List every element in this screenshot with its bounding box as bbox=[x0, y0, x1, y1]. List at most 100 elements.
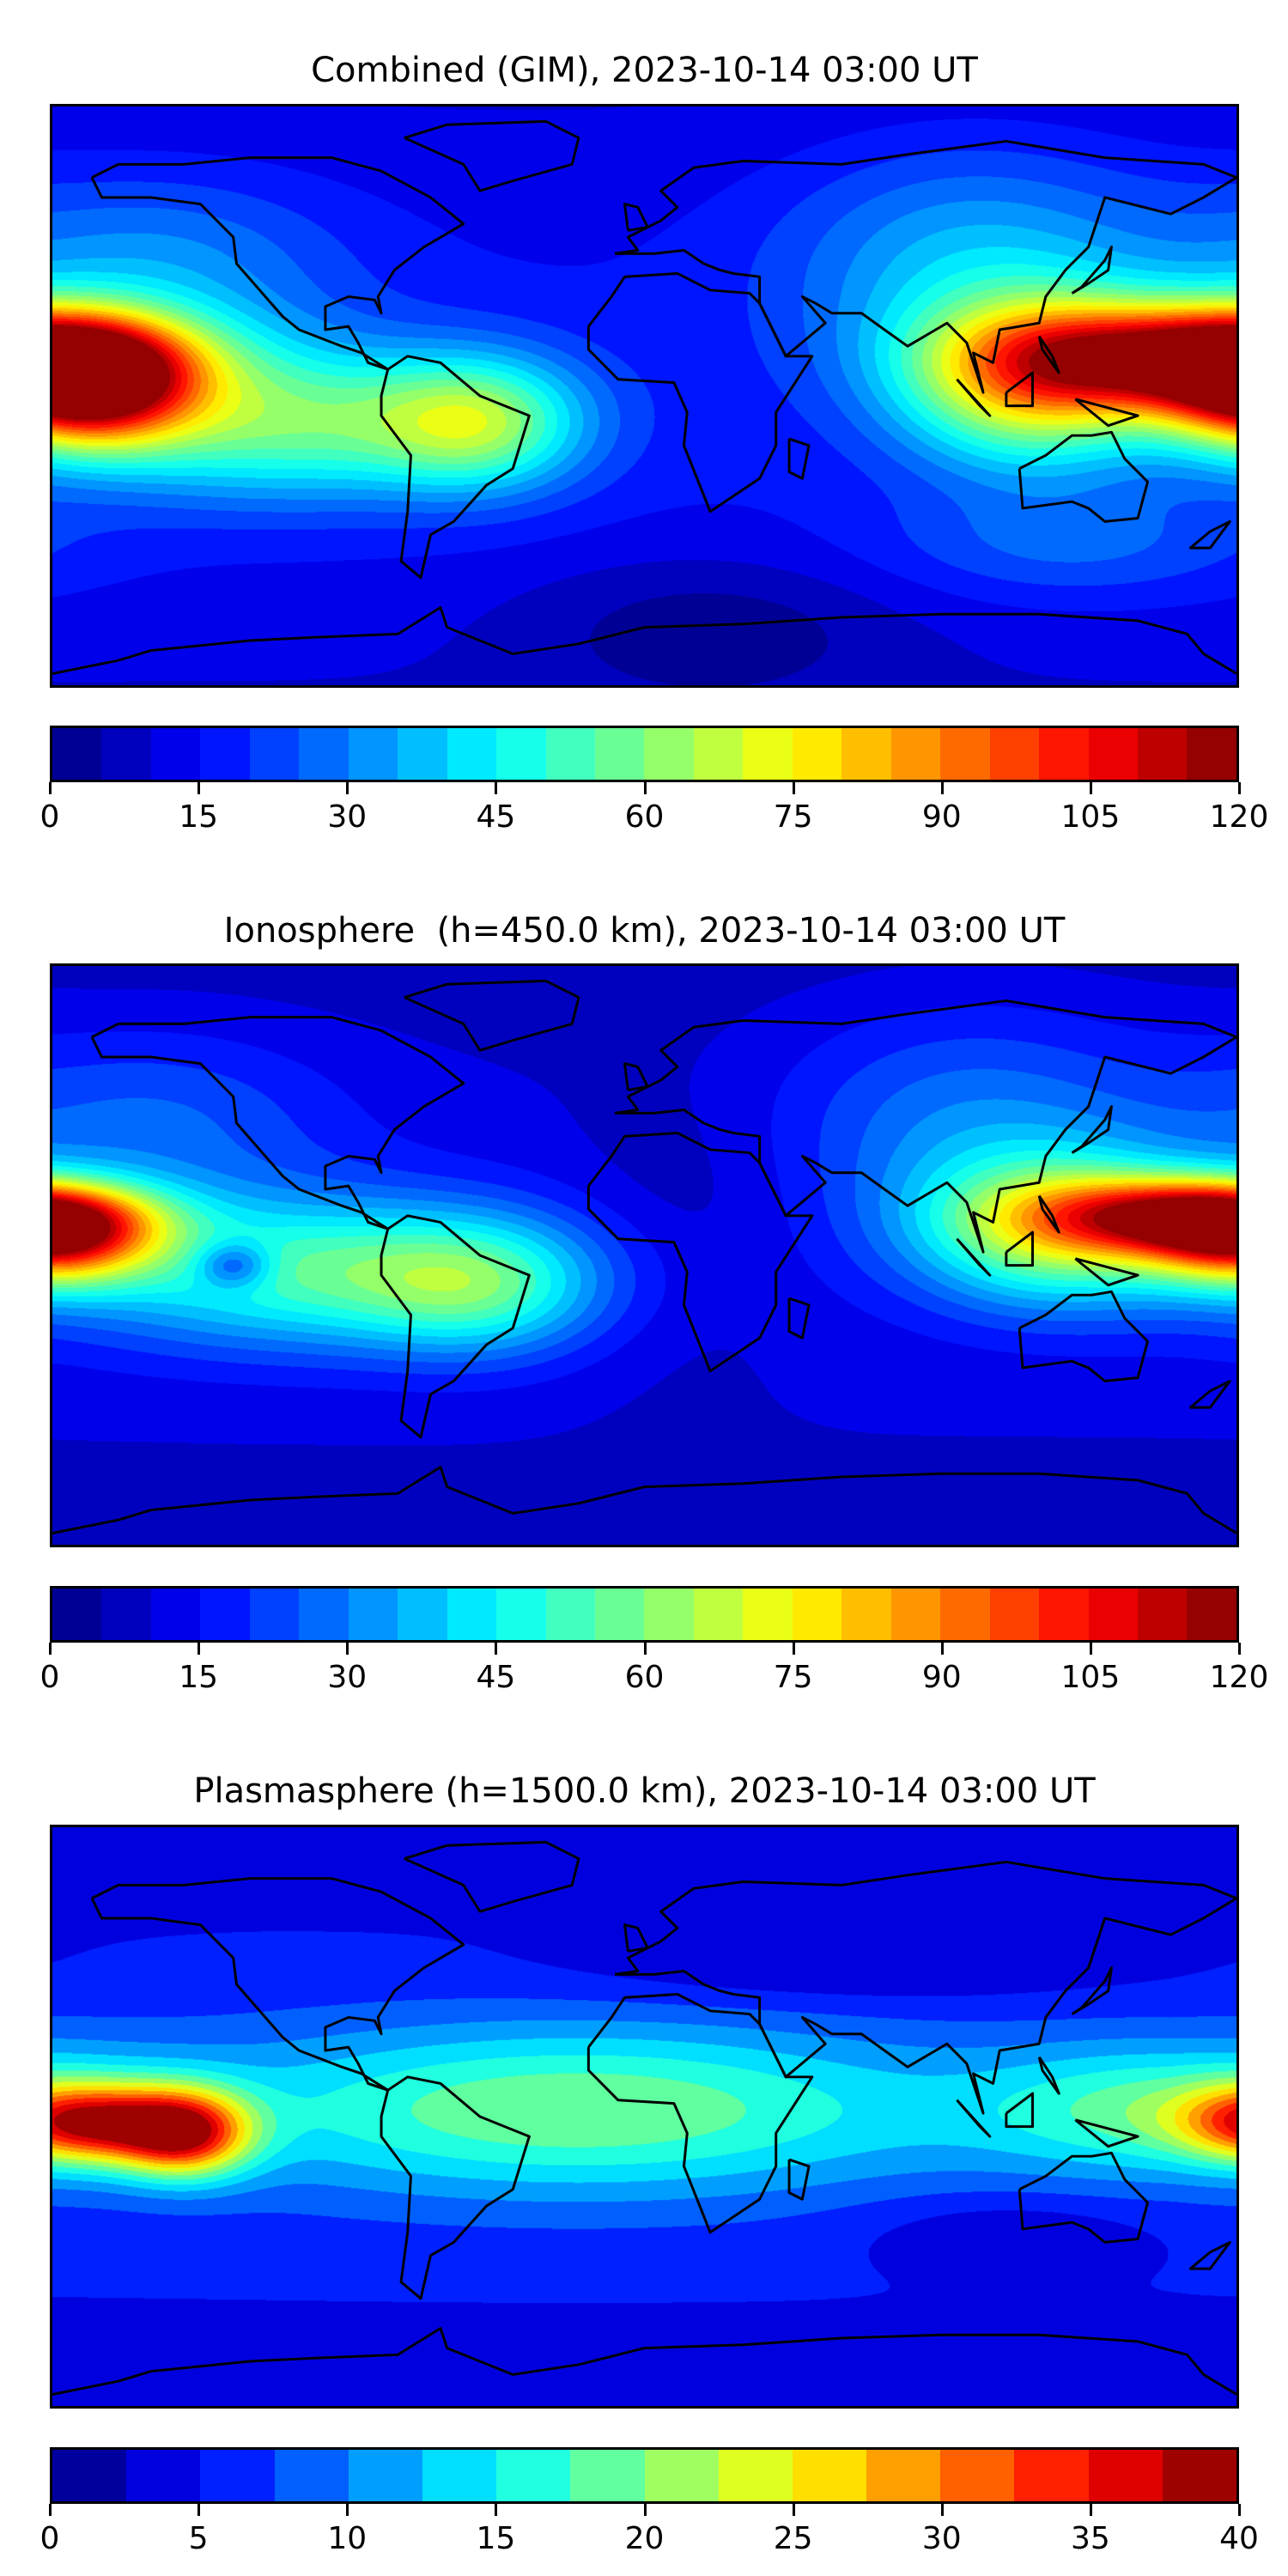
coastline bbox=[1018, 2151, 1150, 2244]
colorbar-level bbox=[594, 728, 645, 780]
colorbar-level bbox=[496, 2450, 571, 2501]
colorbar-tick bbox=[197, 782, 201, 794]
colorbar-tick bbox=[49, 1643, 52, 1655]
colorbar-tick-label: 75 bbox=[773, 1660, 813, 1695]
colorbar-ticks-plasmasphere: 0 5 10 15 20 25 30 35 40 bbox=[40, 2504, 1259, 2573]
colorbar-level bbox=[1162, 2450, 1236, 2501]
colorbar-level bbox=[422, 2450, 497, 2501]
coastlines bbox=[52, 119, 1236, 675]
colorbar-tick bbox=[346, 2504, 349, 2516]
colorbar-tick bbox=[346, 782, 349, 794]
colorbar-level bbox=[1137, 1589, 1188, 1640]
colorbar-tick bbox=[495, 2504, 498, 2516]
coastlines bbox=[52, 1840, 1236, 2396]
colorbar-tick-label: 0 bbox=[39, 2521, 60, 2556]
chart-title: Plasmasphere (h=1500.0 km), 2023-10-14 0… bbox=[193, 1771, 1096, 1811]
coastline bbox=[1005, 1230, 1035, 1267]
colorbar-level bbox=[52, 1589, 102, 1640]
colorbar-level bbox=[841, 728, 891, 780]
coastline bbox=[614, 999, 1236, 1254]
contour-field bbox=[52, 1827, 1236, 2406]
colorbar-plasmasphere bbox=[50, 2447, 1239, 2504]
colorbar-level bbox=[940, 1589, 990, 1640]
colorbar-level bbox=[940, 728, 990, 780]
colorbar-level bbox=[792, 1589, 842, 1640]
coastline bbox=[586, 1131, 814, 1373]
colorbar-level bbox=[200, 728, 250, 780]
colorbar-level bbox=[644, 1589, 694, 1640]
map-ionosphere bbox=[50, 963, 1239, 1547]
coastline bbox=[1037, 2056, 1060, 2095]
colorbar-level bbox=[1088, 1589, 1138, 1640]
colorbar-tick-label: 30 bbox=[327, 1660, 368, 1695]
coastline bbox=[956, 378, 992, 417]
colorbar-tick-label: 40 bbox=[1219, 2521, 1259, 2556]
colorbar-level bbox=[718, 2450, 793, 2501]
colorbar-level bbox=[1137, 728, 1188, 780]
colorbar-level bbox=[398, 728, 447, 780]
coastline bbox=[1074, 398, 1139, 428]
colorbar-tick-label: 45 bbox=[476, 1660, 516, 1695]
coastline bbox=[1188, 1379, 1231, 1409]
coastline bbox=[787, 2158, 811, 2201]
colorbar-tick-label: 20 bbox=[624, 2521, 665, 2556]
colorbar-level bbox=[792, 2450, 867, 2501]
colorbar-ticks-ionosphere: 0 15 30 45 60 75 90 105 120 bbox=[40, 1643, 1268, 1711]
coastline bbox=[614, 139, 1236, 394]
colorbar-level bbox=[496, 1589, 546, 1640]
colorbar-tick-label: 120 bbox=[1209, 799, 1269, 835]
colorbar-level bbox=[299, 1589, 349, 1640]
coastline bbox=[90, 1016, 465, 1230]
colorbar-level bbox=[1014, 2450, 1089, 2501]
colorbar-tick-label: 5 bbox=[188, 2521, 209, 2556]
coastline bbox=[1074, 2118, 1139, 2148]
coastlines bbox=[52, 979, 1236, 1534]
coastline bbox=[1018, 1290, 1150, 1382]
colorbar-tick bbox=[1089, 782, 1092, 794]
contour-field bbox=[52, 966, 1236, 1545]
coastline bbox=[404, 1840, 580, 1913]
colorbar-level bbox=[841, 1589, 891, 1640]
colorbar-tick-label: 25 bbox=[773, 2521, 813, 2556]
colorbar-tick bbox=[940, 782, 944, 794]
colorbar-level bbox=[570, 2450, 645, 2501]
colorbar-level bbox=[249, 728, 300, 780]
coastline bbox=[1005, 2092, 1035, 2129]
colorbar-level bbox=[743, 728, 793, 780]
colorbar-level bbox=[693, 1589, 744, 1640]
coastline bbox=[1071, 246, 1113, 295]
colorbar-tick bbox=[792, 782, 795, 794]
coastline bbox=[1071, 1105, 1113, 1154]
colorbar-level bbox=[989, 1589, 1040, 1640]
colorbar-level bbox=[101, 1589, 151, 1640]
coastline bbox=[404, 119, 580, 192]
colorbar-level bbox=[52, 728, 102, 780]
colorbar-level bbox=[447, 1589, 497, 1640]
colorbar-tick-label: 10 bbox=[327, 2521, 368, 2556]
coastline bbox=[787, 437, 811, 480]
colorbar-tick-label: 15 bbox=[476, 2521, 516, 2556]
colorbar-tick bbox=[197, 2504, 201, 2516]
coastline bbox=[380, 1214, 531, 1439]
colorbar-ticks-combined: 0 15 30 45 60 75 90 105 120 bbox=[40, 782, 1268, 851]
coastline bbox=[586, 271, 814, 513]
colorbar-level bbox=[274, 2450, 349, 2501]
coastline bbox=[614, 1860, 1236, 2115]
coastline bbox=[1018, 430, 1150, 523]
coastline bbox=[956, 1237, 992, 1277]
colorbar-level bbox=[150, 728, 201, 780]
colorbar-level bbox=[989, 728, 1040, 780]
colorbar-tick bbox=[1238, 782, 1241, 794]
colorbar-level bbox=[150, 1589, 201, 1640]
colorbar-tick-label: 90 bbox=[921, 799, 962, 835]
coastline bbox=[90, 1877, 465, 2092]
coastline bbox=[1074, 1257, 1139, 1287]
colorbar-tick bbox=[49, 2504, 52, 2516]
colorbar-tick-label: 75 bbox=[773, 799, 813, 835]
colorbar-tick bbox=[1238, 1643, 1241, 1655]
colorbar-tick-label: 90 bbox=[921, 1660, 962, 1695]
coastline bbox=[1005, 371, 1035, 408]
colorbar-tick bbox=[940, 2504, 944, 2516]
colorbar-tick bbox=[792, 2504, 795, 2516]
colorbar-tick bbox=[346, 1643, 349, 1655]
